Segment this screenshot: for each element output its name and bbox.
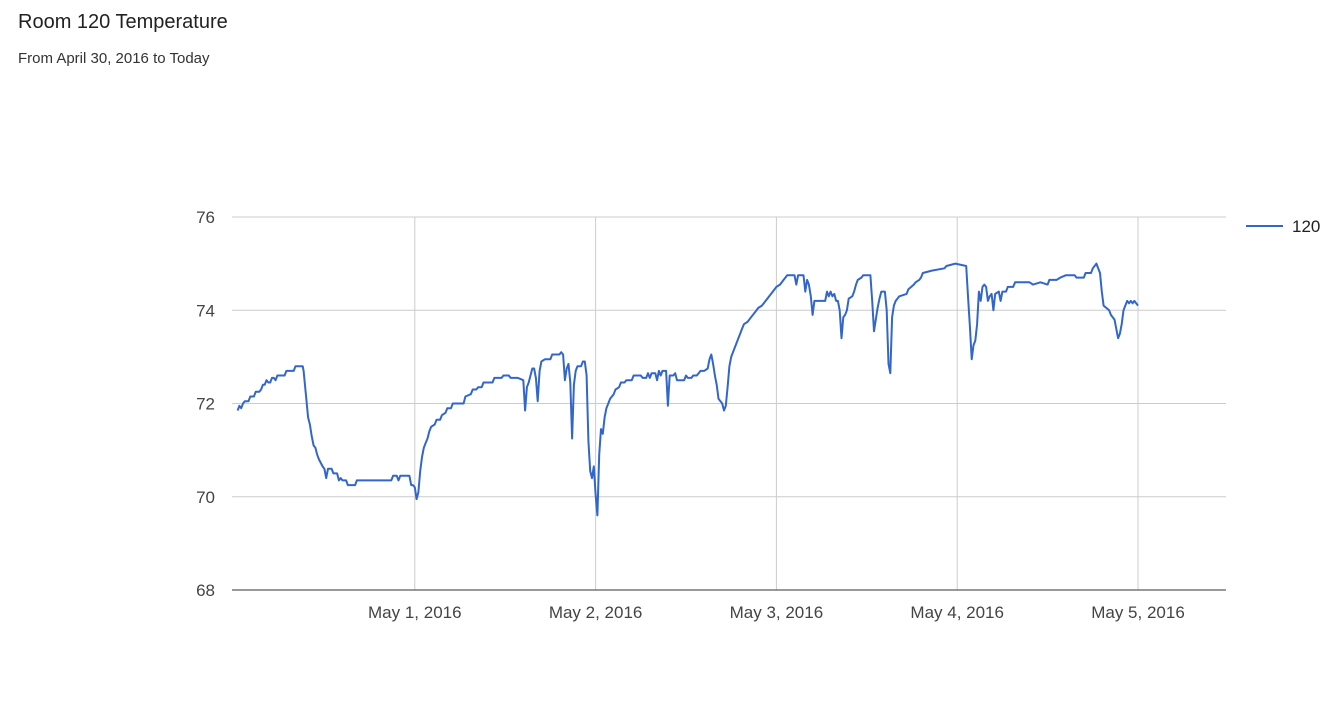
- x-tick-label-5: May 5, 2016: [1091, 603, 1185, 622]
- y-tick-label-72: 72: [196, 395, 215, 414]
- series-line-120: [238, 264, 1138, 516]
- y-tick-label-68: 68: [196, 581, 215, 600]
- y-axis-ticks: 68 70 72 74 76: [196, 208, 215, 600]
- y-tick-label-76: 76: [196, 208, 215, 227]
- y-tick-label-70: 70: [196, 488, 215, 507]
- y-tick-label-74: 74: [196, 301, 215, 320]
- legend-label-120: 120: [1292, 217, 1320, 236]
- x-tick-label-3: May 3, 2016: [730, 603, 824, 622]
- legend: 120: [1246, 217, 1320, 236]
- series-lines: [238, 264, 1138, 516]
- x-tick-label-1: May 1, 2016: [368, 603, 462, 622]
- x-tick-label-4: May 4, 2016: [910, 603, 1004, 622]
- x-axis-ticks: May 1, 2016 May 2, 2016 May 3, 2016 May 4, …: [368, 603, 1185, 622]
- x-tick-label-2: May 2, 2016: [549, 603, 643, 622]
- grid-lines: [232, 217, 1226, 590]
